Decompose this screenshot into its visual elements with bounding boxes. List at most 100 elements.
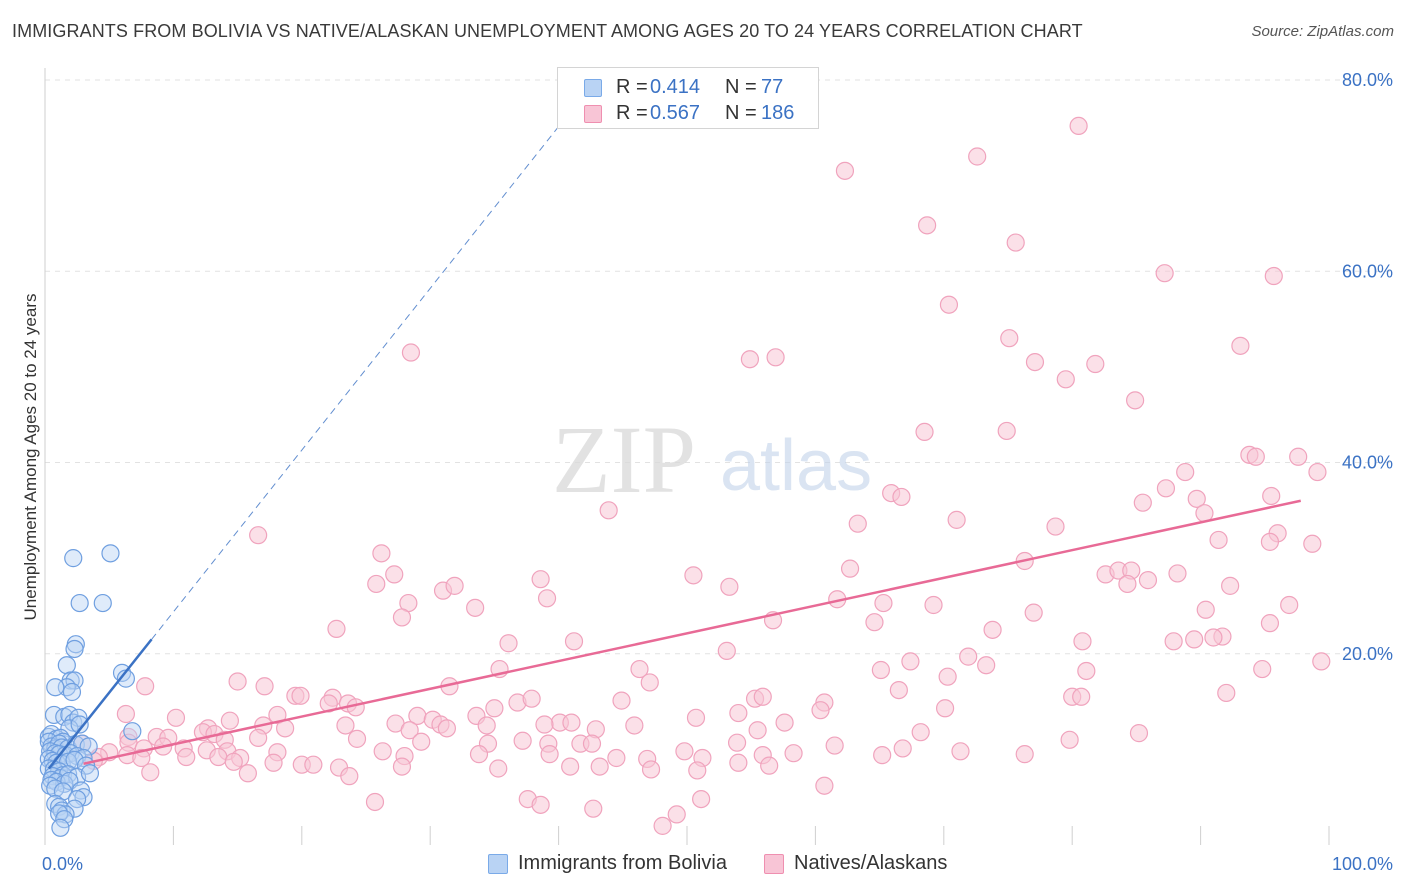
data-point-natives	[1056, 370, 1075, 389]
trend-line-natives	[83, 499, 1302, 765]
data-point-natives	[675, 742, 694, 761]
bottom-legend-swatch-natives	[764, 854, 784, 874]
data-point-natives	[327, 619, 346, 638]
data-point-natives	[1133, 493, 1152, 512]
data-point-natives	[729, 703, 748, 723]
data-point-natives	[717, 641, 736, 660]
data-point-bolivia	[93, 593, 112, 613]
y-tick-label: 80.0%	[1342, 70, 1393, 90]
data-point-natives	[835, 161, 855, 180]
y-tick-label: 20.0%	[1342, 644, 1393, 664]
data-point-natives	[373, 742, 392, 761]
data-point-natives	[784, 744, 803, 763]
data-point-natives	[1264, 266, 1283, 286]
data-point-natives	[968, 147, 987, 166]
legend: R = 0.414 N = 77 R = 0.567 N = 186	[557, 67, 819, 129]
data-point-bolivia	[80, 764, 100, 783]
data-point-natives	[136, 677, 155, 696]
data-point-natives	[901, 652, 920, 671]
data-point-natives	[667, 805, 686, 824]
data-point-natives	[531, 795, 550, 814]
legend-r-label: R =	[616, 102, 648, 124]
data-point-natives	[753, 687, 772, 706]
data-point-natives	[1253, 659, 1272, 679]
legend-r-value: 0.414	[650, 76, 701, 98]
bottom-legend-swatch-bolivia	[488, 854, 508, 874]
data-point-natives	[748, 721, 767, 740]
data-point-bolivia	[65, 639, 84, 659]
data-point-natives	[1129, 724, 1149, 743]
data-point-natives	[304, 755, 323, 774]
data-point-natives	[959, 647, 978, 666]
data-point-natives	[641, 760, 661, 779]
data-point-natives	[1126, 391, 1145, 410]
data-point-natives	[336, 716, 355, 735]
data-point-natives	[1280, 595, 1299, 615]
data-point-natives	[582, 734, 602, 753]
data-point-natives	[1118, 574, 1137, 594]
data-point-natives	[766, 348, 785, 367]
data-point-natives	[893, 739, 912, 758]
data-point-natives	[1260, 532, 1280, 551]
data-point-natives	[445, 576, 464, 595]
data-point-natives	[132, 748, 151, 768]
data-point-natives	[840, 559, 860, 578]
data-point-natives	[1196, 600, 1215, 619]
data-point-bolivia	[50, 804, 69, 823]
data-point-natives	[1138, 571, 1158, 590]
data-point-bolivia	[62, 682, 82, 702]
data-point-natives	[740, 350, 760, 369]
data-point-natives	[590, 757, 609, 776]
data-point-natives	[469, 745, 489, 764]
data-point-natives	[630, 659, 649, 679]
data-point-bolivia	[69, 708, 88, 727]
data-point-natives	[537, 589, 557, 608]
data-point-natives	[760, 756, 779, 775]
data-point-natives	[489, 759, 508, 778]
legend-n-value: 186	[761, 102, 795, 124]
data-point-natives	[255, 677, 274, 696]
data-point-natives	[268, 705, 287, 725]
data-point-natives	[1168, 564, 1187, 583]
data-point-natives	[367, 574, 386, 594]
data-point-natives	[1072, 687, 1091, 706]
data-point-natives	[727, 733, 747, 752]
data-point-natives	[1185, 630, 1204, 649]
data-point-natives	[811, 701, 830, 720]
data-point-natives	[249, 728, 268, 748]
legend-n-value: 77	[761, 76, 784, 98]
data-point-bolivia	[55, 774, 74, 793]
data-point-natives	[983, 620, 1002, 639]
legend-row-bolivia: R = 0.414 N = 77	[558, 76, 820, 100]
data-point-natives	[1060, 730, 1079, 749]
legend-row-natives: R = 0.567 N = 186	[558, 102, 820, 126]
data-point-natives	[564, 632, 584, 651]
data-point-natives	[1209, 530, 1228, 550]
data-point-natives	[874, 593, 893, 613]
trend-line-bolivia-extrapolated	[151, 103, 577, 640]
data-point-bolivia	[65, 671, 84, 690]
data-point-natives	[485, 699, 504, 718]
data-point-natives	[892, 487, 911, 507]
y-tick-label: 40.0%	[1342, 453, 1393, 473]
x-tick-label: 100.0%	[1332, 854, 1393, 874]
data-point-bolivia	[70, 593, 89, 613]
axis-layer: 20.0% 40.0% 60.0% 80.0% 0.0% 100.0%	[42, 68, 1393, 874]
data-point-natives	[915, 422, 934, 441]
legend-r-label: R =	[616, 76, 648, 98]
data-point-natives	[947, 510, 966, 529]
data-point-natives	[466, 598, 485, 617]
grid-layer	[45, 79, 1392, 655]
data-point-natives	[1176, 462, 1195, 482]
data-point-natives	[871, 660, 890, 680]
legend-n-label: N =	[725, 76, 757, 98]
data-point-natives	[939, 295, 959, 314]
data-point-natives	[535, 715, 554, 734]
data-point-natives	[116, 704, 135, 724]
data-point-natives	[1204, 628, 1223, 647]
data-point-natives	[692, 789, 711, 809]
data-point-natives	[1046, 517, 1065, 536]
data-point-natives	[924, 595, 943, 615]
data-point-bolivia	[51, 818, 70, 837]
data-point-natives	[392, 757, 412, 776]
